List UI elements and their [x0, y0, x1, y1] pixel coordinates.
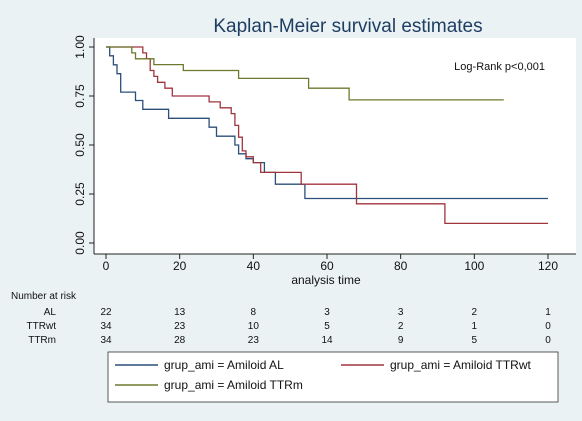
- x-tick-label: 80: [394, 259, 408, 273]
- legend: grup_ami = Amiloid AL grup_ami = Amiloid …: [115, 358, 531, 392]
- legend-label-ttrm: grup_ami = Amiloid TTRm: [164, 378, 303, 392]
- x-tick-label: 20: [173, 259, 187, 273]
- risk-value: 3: [324, 307, 330, 318]
- risk-value: 13: [174, 307, 186, 318]
- risk-value: 34: [100, 335, 112, 346]
- risk-value: 1: [545, 307, 551, 318]
- series-lines: [106, 46, 548, 225]
- risk-row-label: AL: [44, 307, 57, 318]
- y-tick-label: 0.25: [73, 182, 87, 206]
- risk-row-label: TTRm: [28, 335, 56, 346]
- risk-value: 23: [174, 321, 186, 332]
- risk-value: 5: [472, 335, 478, 346]
- x-tick-label: 100: [464, 259, 484, 273]
- y-tick-label: 1.00: [73, 35, 87, 59]
- x-tick-label: 40: [247, 259, 261, 273]
- x-tick-label: 120: [538, 259, 558, 273]
- risk-value: 34: [100, 321, 112, 332]
- risk-value: 9: [398, 335, 404, 346]
- risk-value: 14: [321, 335, 333, 346]
- risk-value: 5: [324, 321, 330, 332]
- series-line-ttrwt: [106, 46, 548, 225]
- risk-value: 22: [100, 307, 112, 318]
- legend-box: [107, 351, 559, 403]
- risk-row-label: TTRwt: [27, 321, 57, 332]
- risk-value: 2: [398, 321, 404, 332]
- risk-value: 8: [251, 307, 257, 318]
- risk-value: 1: [472, 321, 478, 332]
- log-rank-annotation: Log-Rank p<0,001: [454, 61, 545, 73]
- x-axis-label: analysis time: [291, 273, 361, 287]
- legend-label-al: grup_ami = Amiloid AL: [164, 358, 284, 372]
- x-tick-label: 60: [320, 259, 334, 273]
- risk-value: 3: [398, 307, 404, 318]
- risk-value: 10: [248, 321, 260, 332]
- chart-title: Kaplan-Meier survival estimates: [213, 16, 482, 37]
- y-tick-label: 0.00: [73, 231, 87, 255]
- series-line-ttrm: [106, 46, 504, 101]
- risk-value: 23: [248, 335, 260, 346]
- risk-value: 2: [472, 307, 478, 318]
- x-tick-label: 0: [103, 259, 110, 273]
- risk-value: 0: [545, 335, 551, 346]
- risk-value: 0: [545, 321, 551, 332]
- y-tick-label: 0.50: [73, 133, 87, 157]
- plot-area: [94, 38, 576, 254]
- y-tick-label: 0.75: [73, 84, 87, 108]
- risk-value: 28: [174, 335, 186, 346]
- risk-table-header: Number at risk: [11, 291, 77, 302]
- legend-label-ttrwt: grup_ami = Amiloid TTRwt: [390, 358, 531, 372]
- axes: 0 20 40 60 80 100 120 0.00 0.25 0.50 0.75 1.00: [73, 35, 576, 273]
